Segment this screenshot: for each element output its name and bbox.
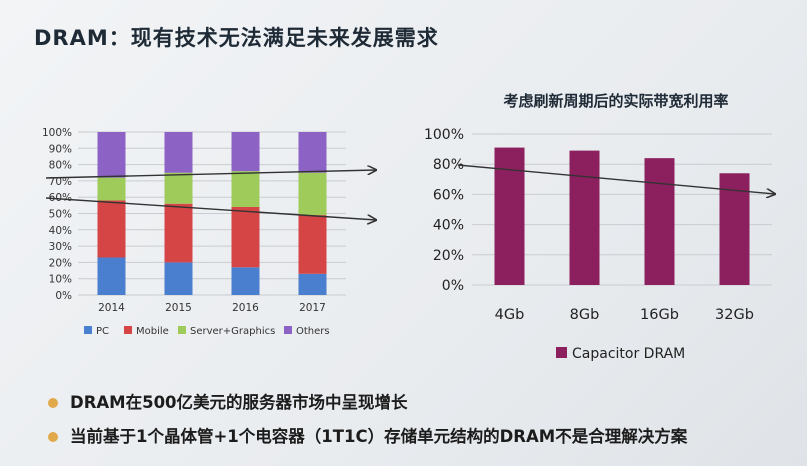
legend-label: Capacitor DRAM xyxy=(572,346,685,362)
legend-swatch xyxy=(124,326,132,334)
bar-segment-others xyxy=(97,132,126,178)
bar-segment-pc xyxy=(164,262,193,295)
bar-segment-server-graphics xyxy=(97,177,126,201)
x-tick-label: 2017 xyxy=(299,302,326,314)
bar-segment-others xyxy=(164,132,193,173)
legend-label: PC xyxy=(96,326,109,337)
x-tick-label: 4Gb xyxy=(495,307,525,323)
x-tick-label: 2015 xyxy=(165,302,192,314)
trend-arrow xyxy=(45,197,376,220)
y-tick-label: 100% xyxy=(424,127,464,143)
y-tick-label: 20% xyxy=(49,257,72,269)
legend-swatch xyxy=(284,326,292,334)
chart-title: 考虑刷新周期后的实际带宽利用率 xyxy=(503,92,728,110)
bar-segment-pc xyxy=(97,257,126,295)
bar-segment-mobile xyxy=(97,200,126,258)
bullet-list: DRAM在500亿美元的服务器市场中呈现增长 当前基于1个晶体管+1个电容器（1… xyxy=(48,386,688,454)
bar-segment-server-graphics xyxy=(231,171,260,207)
bar-segment-mobile xyxy=(298,215,327,274)
bar xyxy=(569,150,600,285)
bullet-item: DRAM在500亿美元的服务器市场中呈现增长 xyxy=(48,386,687,420)
bar-segment-server-graphics xyxy=(298,172,327,216)
bullet-item: 当前基于1个晶体管+1个电容器（1T1C）存储单元结构的DRAM不是合理解决方案 xyxy=(48,420,688,454)
slide-title: DRAM：现有技术无法满足未来发展需求 xyxy=(34,26,439,50)
x-tick-label: 2014 xyxy=(98,302,125,314)
y-tick-label: 0% xyxy=(55,290,72,302)
legend-swatch xyxy=(556,347,567,358)
y-tick-label: 80% xyxy=(433,157,464,173)
bar-segment-pc xyxy=(231,267,260,295)
bar-segment-others xyxy=(231,132,260,172)
y-tick-label: 10% xyxy=(49,274,72,286)
market-share-chart: 0% 10% 20% 30% 40% 50% 60% 70% 80% 90% 100% 2014 201… xyxy=(42,127,388,337)
legend-label: Mobile xyxy=(136,326,169,337)
bar-segment-mobile xyxy=(231,206,260,268)
x-tick-label: 8Gb xyxy=(570,307,600,323)
bullet-text: 当前基于1个晶体管+1个电容器（1T1C）存储单元结构的DRAM不是合理解决方案 xyxy=(70,427,688,446)
y-tick-label: 100% xyxy=(42,127,72,139)
bullet-text: DRAM在500亿美元的服务器市场中呈现增长 xyxy=(70,393,408,412)
trend-arrow xyxy=(457,164,775,194)
bullet-dot-icon xyxy=(48,432,58,442)
bar-segment-server-graphics xyxy=(164,172,193,204)
y-tick-label: 60% xyxy=(49,192,72,204)
legend-label: Server+Graphics xyxy=(190,326,275,337)
x-tick-label: 2016 xyxy=(232,302,259,314)
legend-swatch xyxy=(178,326,186,334)
y-tick-label: 30% xyxy=(49,241,72,253)
trend-arrow xyxy=(45,170,376,179)
bar xyxy=(644,158,675,285)
y-tick-label: 60% xyxy=(433,187,464,203)
y-tick-label: 40% xyxy=(433,218,464,234)
y-tick-label: 40% xyxy=(49,225,72,237)
y-tick-label: 50% xyxy=(49,209,72,221)
legend-label: Others xyxy=(296,326,330,337)
y-tick-label: 20% xyxy=(433,248,464,264)
bandwidth-utilization-chart: 考虑刷新周期后的实际带宽利用率 0% 20% 40% 60% 80% 100% 4Gb 8Gb 1… xyxy=(424,92,790,362)
bar-segment-others xyxy=(298,132,327,173)
legend-swatch xyxy=(84,326,92,334)
y-tick-label: 70% xyxy=(49,176,72,188)
x-tick-label: 16Gb xyxy=(640,307,679,323)
x-tick-label: 32Gb xyxy=(715,307,754,323)
y-tick-label: 0% xyxy=(442,278,464,294)
y-tick-label: 80% xyxy=(49,160,72,172)
bar-segment-mobile xyxy=(164,203,193,263)
bullet-dot-icon xyxy=(48,398,58,408)
bar-segment-pc xyxy=(298,273,327,295)
y-tick-label: 90% xyxy=(49,143,72,155)
